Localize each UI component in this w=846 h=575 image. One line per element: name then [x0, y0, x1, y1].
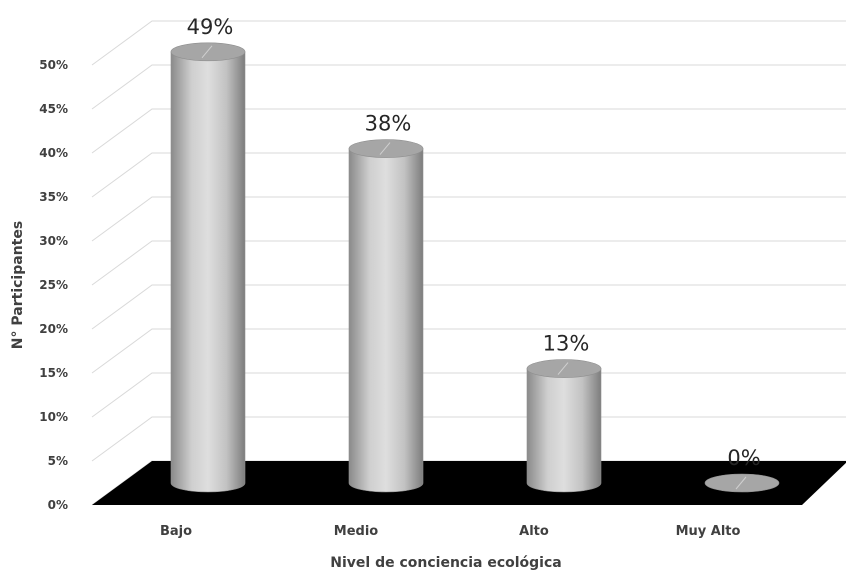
data-label-leader	[735, 476, 747, 490]
y-axis-ticks: 0% 5% 10% 15% 20% 25% 30% 35% 40% 45% 50%	[39, 58, 68, 512]
y-tick-label: 40%	[39, 146, 68, 160]
chart-floor	[92, 461, 846, 505]
bar-body	[526, 368, 602, 493]
gridline	[91, 152, 846, 198]
y-tick-label: 5%	[48, 454, 68, 468]
bar-body	[170, 51, 246, 493]
y-tick-label: 30%	[39, 234, 68, 248]
y-tick-label: 45%	[39, 102, 68, 116]
data-label: 13%	[543, 332, 590, 356]
x-category-label: Alto	[519, 524, 549, 539]
bar	[526, 359, 602, 493]
gridline	[91, 372, 846, 418]
y-tick-label: 10%	[39, 410, 68, 424]
data-label: 49%	[187, 15, 234, 39]
bars	[170, 42, 780, 493]
gridline	[91, 108, 846, 154]
data-label-leader	[379, 142, 391, 155]
gridline	[91, 284, 846, 330]
gridlines	[91, 20, 846, 506]
bar-top	[348, 139, 424, 158]
data-labels: 49% 38% 13% 0%	[187, 15, 761, 470]
y-tick-label: 20%	[39, 322, 68, 336]
gridline	[91, 196, 846, 242]
data-label: 38%	[365, 112, 412, 136]
y-tick-label: 25%	[39, 278, 68, 292]
bar-top	[526, 359, 602, 378]
x-axis-categories: Bajo Medio Alto Muy Alto	[160, 524, 741, 539]
x-category-label: Medio	[334, 524, 379, 539]
gridline	[91, 240, 846, 286]
bar	[348, 139, 424, 493]
data-label-leader	[557, 362, 569, 375]
gridline	[91, 328, 846, 374]
y-axis-title: N° Participantes	[10, 221, 26, 349]
bar-body	[348, 148, 424, 493]
x-category-label: Bajo	[160, 524, 192, 539]
y-tick-label: 15%	[39, 366, 68, 380]
y-tick-label: 35%	[39, 190, 68, 204]
x-axis-title: Nivel de conciencia ecológica	[330, 555, 561, 571]
gridline	[91, 416, 846, 462]
bar	[170, 42, 246, 493]
data-label: 0%	[727, 446, 760, 470]
data-label-leader	[201, 45, 213, 59]
gridline	[91, 20, 846, 66]
gridline	[91, 64, 846, 110]
x-category-label: Muy Alto	[676, 524, 741, 539]
bar-top	[704, 473, 780, 493]
y-tick-label: 0%	[48, 498, 68, 512]
bar-top	[170, 42, 246, 62]
bar	[704, 473, 780, 493]
y-tick-label: 50%	[39, 58, 68, 72]
